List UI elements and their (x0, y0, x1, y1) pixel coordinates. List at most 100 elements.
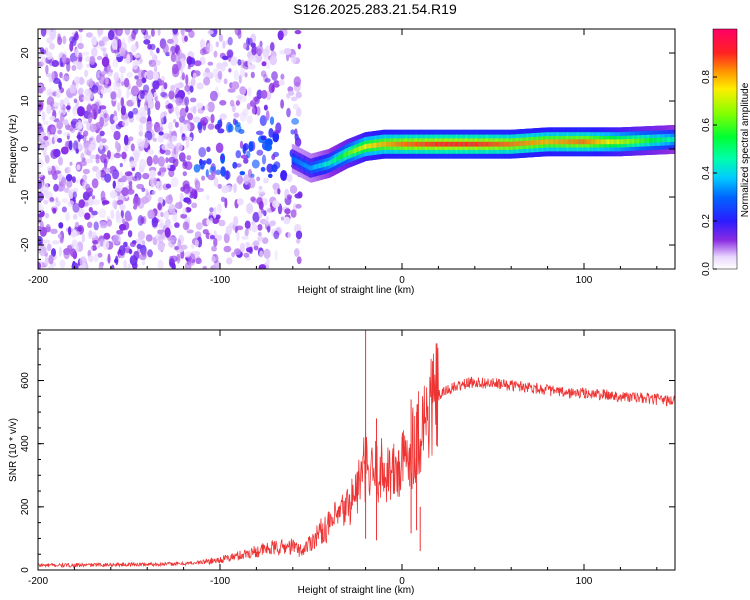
noise-blob (122, 218, 126, 224)
noise-blob (168, 239, 176, 248)
noise-blob (294, 137, 302, 148)
noise-blob (88, 197, 94, 206)
noise-blob (82, 96, 88, 101)
spectrogram-xtick-label: 100 (576, 275, 593, 286)
noise-blob (257, 224, 263, 231)
noise-blob (277, 188, 281, 195)
snr-ylabel: SNR (10 * v/v) (8, 418, 19, 482)
noise-blob (226, 49, 234, 58)
noise-blob (43, 199, 49, 205)
noise-blob (93, 253, 99, 263)
noise-blob (135, 238, 143, 245)
noise-blob (263, 52, 268, 62)
noise-blob (89, 154, 96, 160)
noise-blob (190, 97, 197, 103)
noise-blob (120, 97, 125, 107)
noise-blob (147, 249, 153, 258)
noise-blob (104, 167, 111, 173)
noise-blob (279, 49, 285, 55)
noise-blob (272, 182, 280, 191)
noise-blob (78, 29, 84, 33)
noise-blob (111, 236, 117, 244)
noise-blob (251, 220, 255, 225)
noise-blob (51, 60, 60, 67)
noise-blob (82, 181, 86, 189)
noise-blob (266, 163, 274, 173)
noise-blob (237, 29, 242, 40)
noise-blob (87, 221, 93, 228)
noise-blob (66, 179, 73, 188)
noise-blob (74, 179, 82, 184)
noise-blob (206, 218, 210, 226)
noise-blob (151, 216, 158, 228)
noise-blob (68, 226, 72, 236)
noise-blob (130, 143, 135, 152)
noise-blob (237, 198, 244, 206)
noise-blob (235, 150, 242, 159)
noise-blob (227, 36, 233, 46)
noise-blob (214, 123, 221, 130)
noise-blob (244, 228, 249, 237)
noise-blob (59, 237, 64, 244)
noise-blob (219, 64, 226, 72)
noise-blob (62, 104, 66, 112)
spectrogram-ytick-label: -10 (20, 189, 31, 204)
noise-blob (235, 100, 240, 106)
noise-blob (166, 143, 175, 149)
noise-blob (153, 65, 158, 73)
noise-blob (136, 183, 145, 190)
noise-blob (268, 221, 275, 227)
noise-blob (71, 176, 76, 184)
noise-blob (231, 81, 240, 90)
noise-blob (286, 194, 293, 200)
noise-blob (157, 29, 161, 36)
noise-blob (140, 29, 146, 33)
noise-blob (256, 149, 264, 156)
noise-blob (211, 170, 217, 176)
noise-blob (91, 210, 98, 216)
noise-blob (168, 194, 173, 201)
noise-blob (69, 161, 73, 166)
noise-blob (115, 255, 119, 266)
noise-blob (123, 134, 129, 146)
noise-blob (273, 230, 280, 240)
noise-blob (113, 130, 121, 141)
noise-blob (289, 185, 298, 194)
noise-blob (246, 103, 251, 110)
noise-blob (79, 78, 85, 85)
noise-blob (239, 111, 247, 122)
noise-blob (249, 55, 257, 63)
noise-blob (174, 83, 181, 89)
noise-blob (227, 123, 234, 133)
noise-blob (119, 66, 126, 74)
noise-blob (180, 244, 188, 250)
noise-blob (76, 164, 81, 171)
noise-blob (169, 261, 173, 266)
noise-blob (195, 257, 202, 264)
noise-blob (274, 249, 278, 261)
colorbar-tick-label: 0.6 (701, 118, 712, 132)
noise-blob (132, 149, 141, 158)
noise-blob (189, 57, 196, 65)
noise-blob (280, 73, 285, 80)
snr-xtick-label: 100 (576, 576, 593, 587)
noise-blob (46, 104, 52, 115)
noise-blob (268, 173, 273, 178)
noise-blob (52, 77, 61, 84)
noise-blob (280, 216, 284, 221)
snr-xtick-label: -100 (210, 576, 230, 587)
noise-blob (296, 256, 302, 265)
noise-blob (176, 111, 180, 120)
noise-blob (81, 51, 90, 56)
noise-blob (39, 220, 44, 231)
noise-blob (44, 212, 50, 219)
noise-blob (53, 134, 59, 143)
noise-blob (107, 29, 115, 41)
noise-blob (100, 190, 106, 201)
noise-blob (259, 250, 264, 258)
noise-blob (293, 76, 301, 87)
noise-blob (49, 31, 56, 40)
noise-blob (46, 51, 53, 60)
noise-blob (106, 150, 111, 160)
noise-blob (107, 71, 113, 77)
